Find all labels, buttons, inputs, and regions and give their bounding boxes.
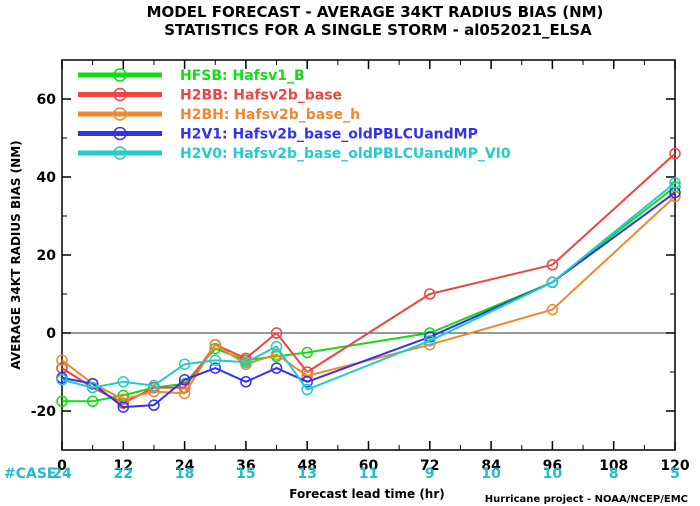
x-tick-label: 48: [297, 458, 316, 474]
series-line: [61, 195, 676, 401]
legend-item: H2V0: Hafsv2b_base_oldPBLCUandMP_VI0: [78, 146, 511, 162]
case-count: 10: [481, 466, 501, 482]
x-tick-label: 0: [57, 458, 67, 474]
y-tick-label: 40: [37, 170, 57, 186]
x-tick-label: 12: [114, 458, 133, 474]
case-count: 24: [52, 466, 72, 482]
x-tick-label: 72: [420, 458, 439, 474]
credit-text: Hurricane project - NOAA/NCEP/EMC: [485, 494, 688, 505]
legend-item: H2V1: Hafsv2b_base_oldPBLCUandMP: [78, 127, 478, 143]
y-tick-label: 20: [37, 248, 57, 264]
series-2: [56, 190, 681, 406]
legend-item: H2BH: Hafsv2b_base_h: [78, 107, 360, 123]
data-point: [56, 374, 68, 386]
legend-item: H2BB: Hafsv2b_base: [78, 88, 342, 104]
data-point: [270, 327, 283, 339]
legend-marker: [113, 126, 127, 141]
legend-label: H2V1: Hafsv2b_base_oldPBLCUandMP: [180, 127, 478, 143]
legend-marker: [113, 107, 127, 121]
data-point: [148, 399, 160, 411]
data-point: [669, 177, 681, 189]
case-count: 18: [175, 466, 194, 482]
case-count-row: #CASE 24 22 18 15 13 11 9 10 10 8 5: [4, 466, 680, 482]
y-tick-label: -20: [31, 404, 57, 420]
case-count: 13: [297, 466, 316, 482]
case-label: #CASE: [4, 466, 57, 482]
case-count: 22: [114, 466, 133, 482]
series-3: [56, 186, 681, 413]
case-count: 11: [359, 466, 378, 482]
data-point: [148, 379, 160, 392]
data-point: [209, 354, 221, 367]
y-tick-label: 0: [46, 326, 56, 342]
series-layer: [56, 147, 681, 413]
legend-marker: [113, 146, 127, 160]
data-point: [270, 362, 283, 374]
data-point: [178, 374, 191, 386]
y-tick-label: 60: [37, 92, 57, 108]
series-line: [62, 186, 676, 403]
y-tick-labels: -20 0 20 40 60: [31, 92, 57, 420]
x-tick-labels: 0 12 24 36 48 60 72 84 96 108 120: [57, 458, 690, 474]
data-point: [209, 338, 221, 351]
chart-title: MODEL FORECAST - AVERAGE 34KT RADIUS BIA…: [147, 3, 604, 21]
y-axis-label: AVERAGE 34KT RADIUS BIAS (NM): [9, 140, 23, 369]
data-point: [424, 335, 436, 347]
data-point: [301, 346, 313, 359]
data-point: [56, 354, 68, 367]
case-count: 5: [670, 466, 680, 482]
data-point: [424, 288, 436, 300]
data-point: [669, 147, 681, 160]
data-point: [209, 362, 221, 374]
legend-label: HFSB: Hafsv1_B: [180, 68, 305, 84]
x-tick-label: 36: [236, 458, 255, 474]
data-point: [117, 401, 130, 413]
data-point: [86, 377, 99, 390]
data-point: [86, 381, 99, 394]
x-tick-label: 60: [359, 458, 379, 474]
legend-marker: [113, 68, 127, 82]
series-line: [61, 191, 676, 409]
x-tick-label: 84: [481, 458, 501, 474]
legend-label: H2V0: Hafsv2b_base_oldPBLCUandMP_VI0: [180, 146, 511, 162]
x-axis-label: Forecast lead time (hr): [289, 487, 445, 501]
data-point: [240, 376, 252, 388]
case-count: 10: [543, 466, 563, 482]
x-tick-label: 24: [175, 458, 195, 474]
data-point: [178, 387, 191, 400]
legend-label: H2BB: Hafsv2b_base: [180, 88, 342, 104]
legend-marker: [113, 87, 127, 102]
plot-area: [61, 59, 676, 451]
data-point: [301, 383, 313, 396]
legend: HFSB: Hafsv1_B H2BB: Hafsv2b_base H2BH: Ha…: [78, 68, 511, 162]
data-point: [86, 395, 99, 407]
legend-label: H2BH: Hafsv2b_base_h: [180, 107, 360, 123]
data-point: [56, 395, 68, 407]
data-point: [546, 303, 559, 316]
series-0: [56, 181, 681, 407]
data-point: [117, 393, 130, 406]
case-count: 9: [425, 466, 435, 482]
data-point: [546, 276, 559, 289]
data-point: [424, 327, 436, 339]
case-count: 15: [236, 466, 255, 482]
data-point: [178, 358, 191, 370]
x-tick-label: 96: [543, 458, 562, 474]
data-point: [546, 259, 559, 271]
data-point: [117, 376, 130, 388]
data-point: [240, 356, 252, 368]
x-tick-label: 108: [599, 458, 628, 474]
data-point: [117, 389, 130, 402]
x-tick-label: 120: [660, 458, 689, 474]
series-4: [56, 177, 681, 396]
data-point: [270, 340, 283, 353]
data-point: [424, 331, 436, 343]
case-count: 8: [609, 466, 619, 482]
chart-subtitle: STATISTICS FOR A SINGLE STORM - al052021…: [164, 21, 592, 39]
legend-item: HFSB: Hafsv1_B: [78, 68, 305, 84]
